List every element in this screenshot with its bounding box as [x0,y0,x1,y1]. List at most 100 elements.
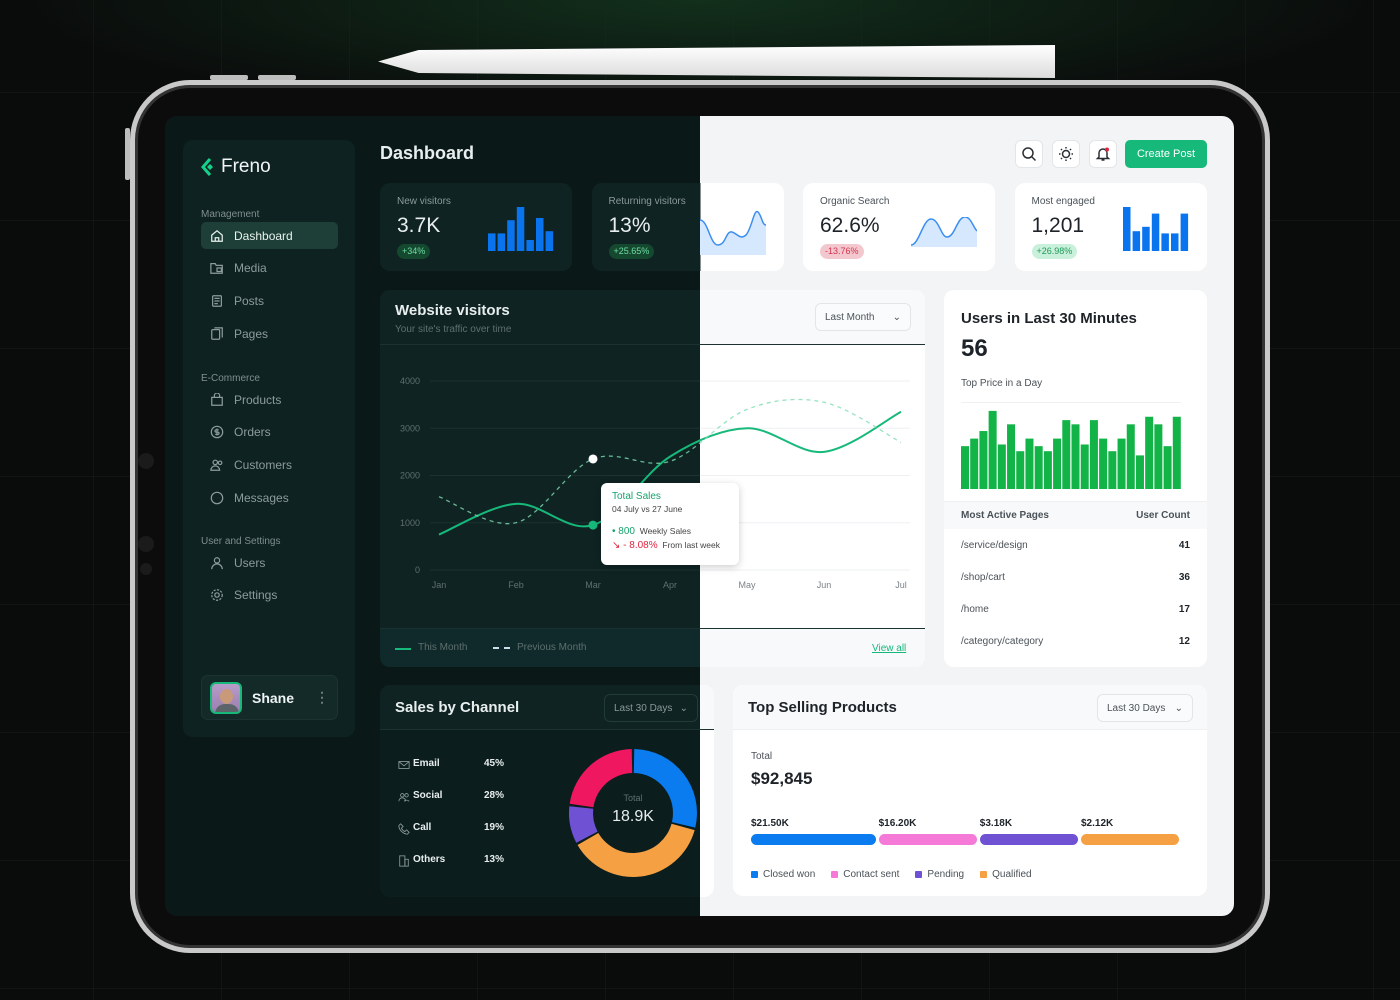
stat-value: 13% [608,214,651,237]
stat-value: 3.7K [397,214,441,237]
sidebar-item-messages[interactable]: Messages [201,484,338,511]
stat-card-returning-visitors: Returning visitors 13% +25.65% [591,183,784,271]
stat-value: 62.6% [820,214,880,237]
view-all-link[interactable]: View all [872,643,907,654]
live-bar [988,410,997,489]
segment-amount: $2.12K [1081,818,1114,829]
sidebar-item-dashboard[interactable]: Dashboard [201,222,338,249]
live-bar [1062,420,1071,489]
media-folder-icon [210,263,223,275]
table-row[interactable]: /category/category 12 [961,636,1190,647]
user-count: 12 [1178,636,1190,647]
sidebar-item-customers[interactable]: Customers [201,451,338,478]
sidebar-item-products[interactable]: Products [201,386,338,413]
stat-label: New visitors [397,196,451,207]
brand-name: Freno [221,156,271,177]
total-label: Total [751,751,773,762]
stat-change-badge: +26.98% [1031,244,1078,259]
tooltip-change: - 8.08% [623,540,658,551]
legend-dashed-line-icon [493,647,510,649]
user-profile-card[interactable]: Shane ⋮ [201,675,338,720]
live-bar [1080,444,1089,489]
notifications-button[interactable] [1089,140,1117,168]
channel-label: Call [413,822,432,833]
range-dropdown[interactable]: Last 30 Days ⌄ [604,694,698,722]
logo[interactable]: Freno [201,156,271,178]
card-title: Website visitors [395,302,510,319]
user-count: 17 [1178,604,1190,615]
stat-value: 1,201 [1031,214,1085,237]
sidebar-item-label: Posts [234,293,265,308]
table-row[interactable]: /shop/cart 36 [961,572,1190,583]
more-options-icon[interactable]: ⋮ [315,689,329,705]
range-dropdown[interactable]: Last Month ⌄ [815,303,911,331]
gear-icon [211,589,223,602]
mini-bar [1132,231,1140,251]
chart-tooltip: Total Sales 04 July vs 27 June • 800 Wee… [601,483,739,565]
legend-item: Closed won [751,869,815,880]
sidebar-item-orders[interactable]: Orders [201,419,338,446]
card-subtitle: Your site's traffic over time [395,324,512,335]
mini-bar [488,233,496,251]
table-row[interactable]: /home 17 [961,604,1190,615]
stat-change-badge: +25.65% [608,244,655,259]
sidebar-item-settings[interactable]: Settings [201,582,338,609]
live-bar [1053,438,1062,489]
tablet-screen: Freno Management Dashboard Media Posts Pages… [165,116,1234,916]
device-button [125,128,130,180]
stat-card-organic-search: Organic Search 62.6% -13.76% [803,183,995,271]
live-bar [1089,420,1098,489]
tooltip-value: 800 [618,526,635,537]
mini-bar [1151,213,1159,251]
search-button[interactable] [1015,140,1043,168]
top-selling-products-card: Top Selling Products Last 30 Days ⌄ Total… [733,685,1207,896]
theme-toggle-button[interactable] [1052,140,1080,168]
sidebar-item-pages[interactable]: Pages [201,320,338,347]
live-bar [1117,438,1126,489]
mini-bar [536,218,544,251]
page-path: /service/design [961,540,1028,551]
sidebar-item-label: Customers [234,457,293,472]
x-tick-label: Jul [895,580,907,590]
legend-label: Qualified [992,869,1032,880]
donut-total-value: 18.9K [612,808,654,825]
x-tick-label: Jun [817,580,832,590]
chart-legend: This Month Previous Month View all [380,628,925,667]
nav-section-label: User and Settings [201,536,281,547]
legend-this-month: This Month [418,642,468,653]
y-tick-label: 3000 [400,423,420,433]
x-tick-label: Feb [508,580,524,590]
card-title: Users in Last 30 Minutes [961,310,1137,327]
live-users-count: 56 [961,335,988,362]
live-bar [979,431,988,489]
mini-area-chart [699,210,766,255]
sidebar-item-users[interactable]: Users [201,549,338,576]
live-bar [1025,438,1034,489]
create-post-button[interactable]: Create Post [1125,140,1207,168]
range-dropdown[interactable]: Last 30 Days ⌄ [1097,694,1193,722]
sidebar-item-label: Settings [234,588,278,603]
legend-swatch [831,871,839,878]
dashboard-app: Freno Management Dashboard Media Posts Pages… [165,116,1234,916]
live-users-card: Users in Last 30 Minutes 56 Top Price in… [944,290,1207,667]
live-bar [1172,416,1181,489]
mini-bar [1141,226,1150,251]
page-path: /category/category [961,636,1044,647]
table-row[interactable]: /service/design 41 [961,540,1190,551]
live-bar [1007,424,1016,489]
channel-percent: 28% [484,790,505,801]
stylus-pencil [378,45,1055,78]
stat-label: Organic Search [820,196,890,207]
sidebar-item-label: Products [234,392,282,407]
bell-icon [1095,147,1111,161]
donut-segment [569,749,633,808]
sidebar-item-media[interactable]: Media [201,255,338,282]
channel-percent: 13% [484,854,505,865]
live-users-bar-chart [961,410,1181,489]
live-bar [961,446,970,489]
mini-bar-chart [488,207,554,251]
sidebar-item-posts[interactable]: Posts [201,287,338,314]
mini-bar [1180,213,1188,251]
live-bar [1099,438,1108,489]
live-bar [1126,424,1135,489]
